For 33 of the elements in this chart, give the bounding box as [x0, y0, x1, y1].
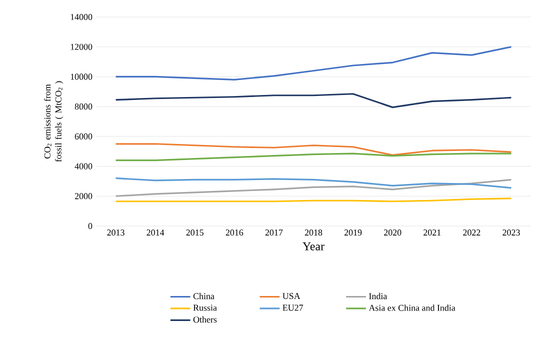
legend-label: EU27: [282, 304, 304, 311]
y-tick-label: 12000: [70, 44, 92, 50]
legend-label: Russia: [193, 304, 217, 311]
y-tick-label: 10000: [70, 74, 92, 80]
x-tick-label: 2022: [463, 230, 480, 236]
y-tick-label: 14000: [70, 14, 92, 20]
x-tick-label: 2015: [186, 230, 204, 236]
x-axis-title: Year: [302, 242, 324, 250]
legend-label: China: [193, 292, 214, 300]
line-series: [114, 143, 512, 156]
x-tick-label: 2023: [502, 230, 520, 236]
line-series: [114, 93, 512, 108]
line-series: [114, 178, 512, 197]
y-tick-label: 0: [88, 222, 92, 230]
x-tick-label: 2016: [226, 230, 244, 236]
x-tick-label: 2021: [424, 230, 441, 236]
y-tick-label: 2000: [74, 193, 92, 200]
x-tick-label: 2019: [344, 230, 362, 236]
legend-label: Others: [193, 316, 217, 323]
legend-label: Asia ex China and India: [368, 304, 456, 311]
x-tick-label: 2013: [107, 230, 124, 236]
line-series: [114, 177, 512, 189]
legend-label: USA: [282, 293, 300, 300]
legend-label: India: [369, 292, 388, 300]
y-tick-label: 8000: [74, 104, 92, 110]
x-tick-label: 2017: [265, 230, 283, 236]
x-tick-label: 2020: [384, 230, 402, 236]
line-series: [114, 46, 512, 80]
line-series: [114, 152, 512, 162]
y-tick-label: 6000: [74, 133, 92, 140]
x-tick-label: 2018: [304, 230, 322, 236]
y-tick-label: 4000: [74, 163, 92, 170]
x-tick-label: 2014: [146, 230, 164, 236]
